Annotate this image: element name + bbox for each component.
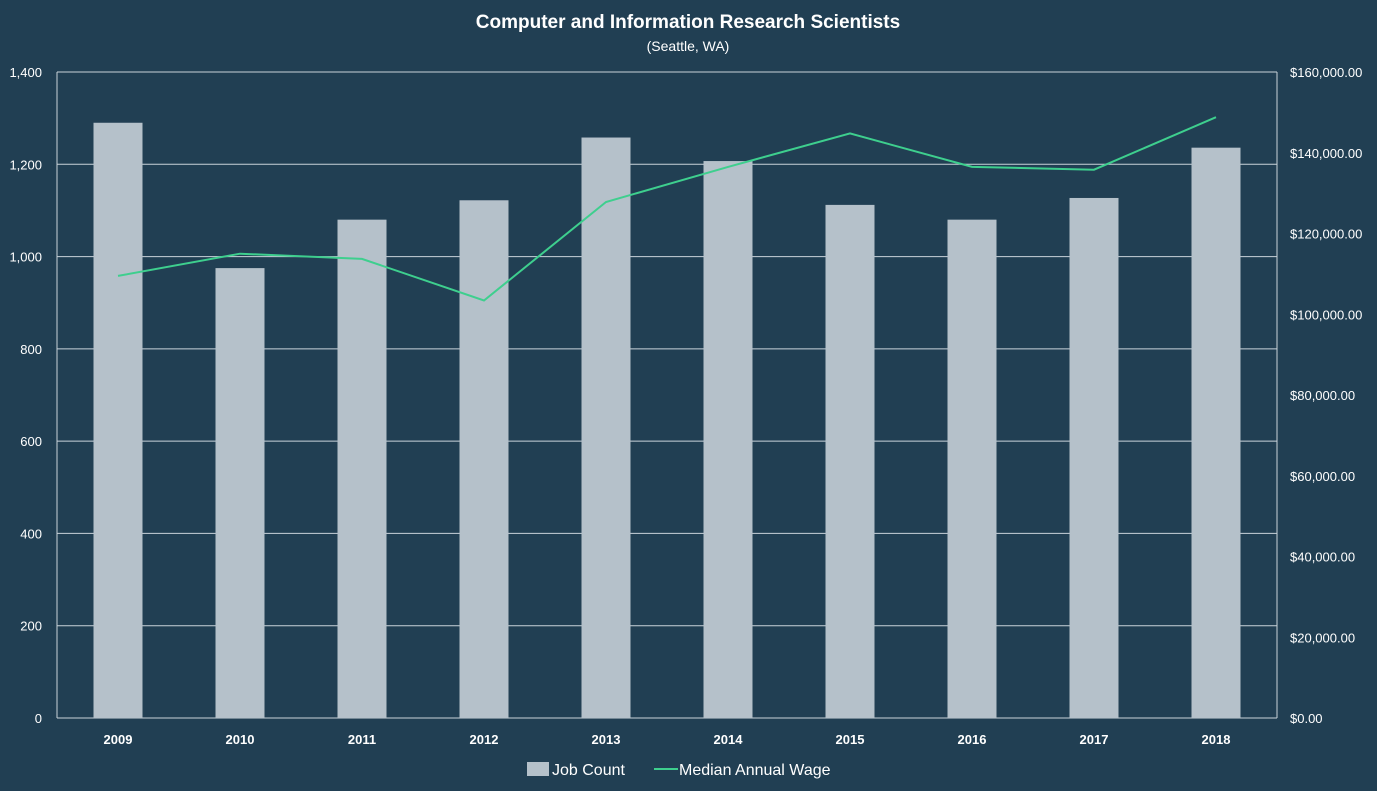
bar-job-count-2016 [947, 219, 997, 718]
y-left-tick-label: 1,000 [9, 250, 42, 265]
y-right-tick-label: $120,000.00 [1290, 227, 1362, 242]
x-tick-label: 2018 [1202, 732, 1231, 747]
x-tick-label: 2014 [714, 732, 744, 747]
y-right-tick-label: $0.00 [1290, 711, 1323, 726]
x-tick-label: 2012 [470, 732, 499, 747]
chart-subtitle: (Seattle, WA) [647, 38, 730, 54]
bar-job-count-2017 [1069, 197, 1119, 719]
bar-job-count-2011 [337, 219, 387, 718]
line-series [117, 116, 1217, 302]
legend: Job Count Median Annual Wage [527, 762, 831, 779]
line-median-annual-wage [117, 116, 1217, 302]
y-right-tick-label: $160,000.00 [1290, 65, 1362, 80]
x-tick-label: 2015 [836, 732, 865, 747]
x-tick-label: 2013 [592, 732, 621, 747]
y-right-tick-label: $100,000.00 [1290, 307, 1362, 322]
legend-label-median-annual-wage: Median Annual Wage [679, 762, 831, 779]
x-tick-label: 2010 [226, 732, 255, 747]
x-tick-label: 2017 [1080, 732, 1109, 747]
y-left-tick-label: 600 [20, 434, 42, 449]
y-right-tick-label: $60,000.00 [1290, 469, 1355, 484]
y-right-tick-label: $80,000.00 [1290, 388, 1355, 403]
bar-job-count-2018 [1191, 147, 1241, 718]
bar-job-count-2012 [459, 200, 509, 718]
axes: 0 200 400 600 800 1,000 1,200 1,400 $0.00 $20,000… [9, 65, 1362, 747]
y-left-tick-label: 200 [20, 619, 42, 634]
x-tick-label: 2016 [958, 732, 987, 747]
legend-label-job-count: Job Count [552, 762, 625, 779]
bar-series [93, 122, 1241, 719]
y-left-tick-label: 400 [20, 526, 42, 541]
bar-job-count-2010 [215, 268, 265, 718]
y-right-tick-label: $20,000.00 [1290, 630, 1355, 645]
y-left-tick-label: 0 [35, 711, 42, 726]
chart-title: Computer and Information Research Scient… [476, 12, 900, 33]
y-right-tick-label: $140,000.00 [1290, 146, 1362, 161]
y-right-tick-label: $40,000.00 [1290, 550, 1355, 565]
bar-job-count-2009 [93, 122, 143, 718]
x-tick-label: 2009 [104, 732, 133, 747]
y-left-tick-label: 1,200 [9, 157, 42, 172]
y-left-tick-label: 1,400 [9, 65, 42, 80]
bar-job-count-2014 [703, 161, 753, 718]
bar-job-count-2015 [825, 204, 875, 719]
x-tick-label: 2011 [348, 732, 376, 747]
bar-job-count-2013 [581, 137, 631, 719]
y-left-tick-label: 800 [20, 342, 42, 357]
legend-swatch-job-count [527, 762, 549, 776]
